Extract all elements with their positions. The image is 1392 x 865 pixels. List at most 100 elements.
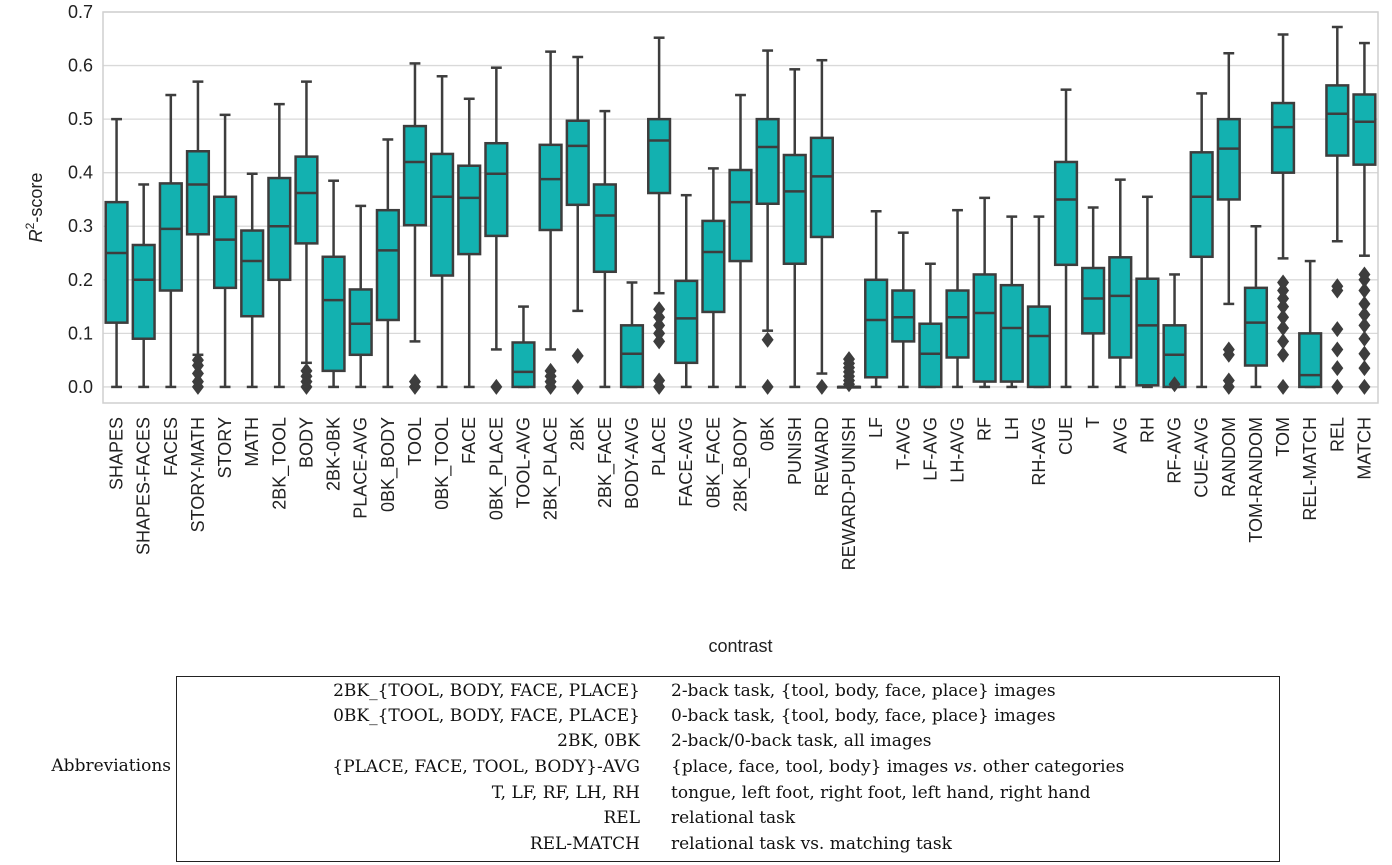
outlier-point	[1358, 330, 1371, 347]
box-body	[701, 219, 726, 314]
outlier-point	[1222, 372, 1235, 389]
x-tick-label: BODY	[296, 417, 316, 468]
box-body	[565, 119, 590, 207]
box-body	[1243, 286, 1269, 367]
box-body	[212, 195, 238, 290]
outlier-point	[1331, 341, 1344, 358]
outlier-point	[1358, 360, 1371, 377]
y-axis-label: R2-score	[23, 173, 46, 243]
outlier-point	[653, 325, 666, 342]
box-body	[1270, 101, 1296, 174]
boxplot-chart: 0.0 0.1 0.2 0.3 0.4 0.5 0.6 0.7 SHAPES SHAPES-FA…	[23, 2, 1379, 656]
outlier-point	[300, 362, 313, 379]
y-tick-label: 0.4	[68, 163, 93, 183]
box-body	[1053, 160, 1079, 267]
y-axis-label-base: R	[26, 229, 46, 242]
outlier-point	[1331, 321, 1344, 338]
box-random	[1216, 51, 1241, 395]
abbreviation-row: REL relational task	[177, 806, 1279, 831]
box-t-avg	[891, 231, 916, 389]
box-body	[864, 278, 889, 379]
box-t	[1081, 206, 1106, 389]
x-tick-label: RH-AVG	[1029, 417, 1049, 486]
abbreviation-key: {PLACE, FACE, TOOL, BODY}-AVG	[332, 757, 640, 777]
box-body	[321, 255, 346, 373]
x-tick-label: TOM	[1273, 417, 1293, 457]
abbreviation-key: 2BK, 0BK	[557, 731, 640, 751]
outlier-point	[1222, 341, 1235, 358]
box-body	[1189, 151, 1214, 259]
outlier-point	[1277, 346, 1290, 363]
box-body	[240, 229, 265, 318]
outlier-point	[571, 378, 584, 395]
box-avg	[1108, 178, 1133, 389]
outlier-point	[1331, 378, 1344, 395]
x-axis-label: contrast	[708, 636, 772, 656]
outlier-point	[408, 373, 421, 390]
y-tick-label: 0.3	[68, 216, 93, 236]
box-face	[457, 97, 482, 389]
box-body	[1081, 266, 1106, 335]
box-body	[267, 176, 292, 282]
box-series	[104, 25, 1377, 395]
box-body	[647, 117, 672, 195]
box-rf	[972, 196, 997, 389]
box-place	[647, 36, 672, 395]
outlier-point	[1358, 266, 1371, 283]
box-body	[1135, 277, 1160, 387]
box-shapes	[104, 117, 129, 389]
box-shapes-faces	[131, 183, 156, 389]
box-tom	[1270, 33, 1296, 395]
x-tick-label: FACE-AVG	[676, 417, 696, 507]
x-tick-label: 2BK_FACE	[595, 417, 616, 508]
outlier-point	[1277, 298, 1290, 315]
box-2bk_body	[728, 93, 753, 389]
outlier-point	[761, 378, 774, 395]
box-2bk	[565, 55, 590, 395]
box-body	[1216, 117, 1241, 201]
box-2bk_tool	[267, 102, 292, 389]
abbreviation-key: 2BK_{TOOL, BODY, FACE, PLACE}	[333, 681, 640, 701]
x-tick-label: REL	[1327, 417, 1347, 452]
outlier-point	[1331, 278, 1344, 295]
box-body	[592, 183, 617, 274]
box-rel-match	[1298, 259, 1323, 389]
box-0bk_place	[484, 66, 509, 395]
outlier-point	[1277, 333, 1290, 350]
box-body	[1298, 332, 1323, 389]
outlier-point	[191, 365, 204, 382]
x-tick-label: SHAPES-FACES	[134, 417, 154, 555]
box-story	[212, 113, 238, 389]
box-2bk_place	[538, 50, 563, 395]
box-body	[511, 341, 536, 389]
box-body	[294, 155, 319, 245]
box-body	[457, 164, 482, 256]
abbreviation-value: 2-back/0-back task, all images	[671, 731, 932, 751]
box-faces	[158, 93, 183, 389]
box-body	[104, 200, 129, 324]
outlier-point	[1168, 376, 1181, 393]
outlier-point	[1277, 320, 1290, 337]
x-tick-label: MATCH	[1354, 417, 1374, 480]
box-reward-punish	[836, 351, 862, 393]
box-cue-avg	[1189, 92, 1214, 389]
box-body	[674, 279, 699, 365]
box-body	[538, 143, 563, 232]
x-tick-label: 2BK_TOOL	[269, 417, 290, 510]
x-tick-label: RANDOM	[1219, 417, 1239, 497]
x-tick-label: FACES	[161, 417, 181, 476]
box-body	[1108, 256, 1133, 359]
box-rh	[1135, 195, 1160, 389]
outlier-point	[191, 352, 204, 369]
abbreviation-value: relational task vs. matching task	[671, 834, 952, 854]
x-tick-label: MATH	[242, 417, 262, 467]
x-tick-label: TOM-RANDOM	[1246, 417, 1266, 543]
box-tool	[402, 62, 428, 395]
box-body	[484, 141, 509, 238]
outlier-point	[1358, 317, 1371, 334]
x-tick-label: 2BK_PLACE	[541, 417, 562, 520]
y-axis-label-rest: -score	[26, 173, 46, 223]
y-tick-label: 0.1	[68, 323, 93, 343]
x-tick-label: LH	[1002, 417, 1022, 440]
x-tick-label: RH	[1137, 417, 1157, 443]
